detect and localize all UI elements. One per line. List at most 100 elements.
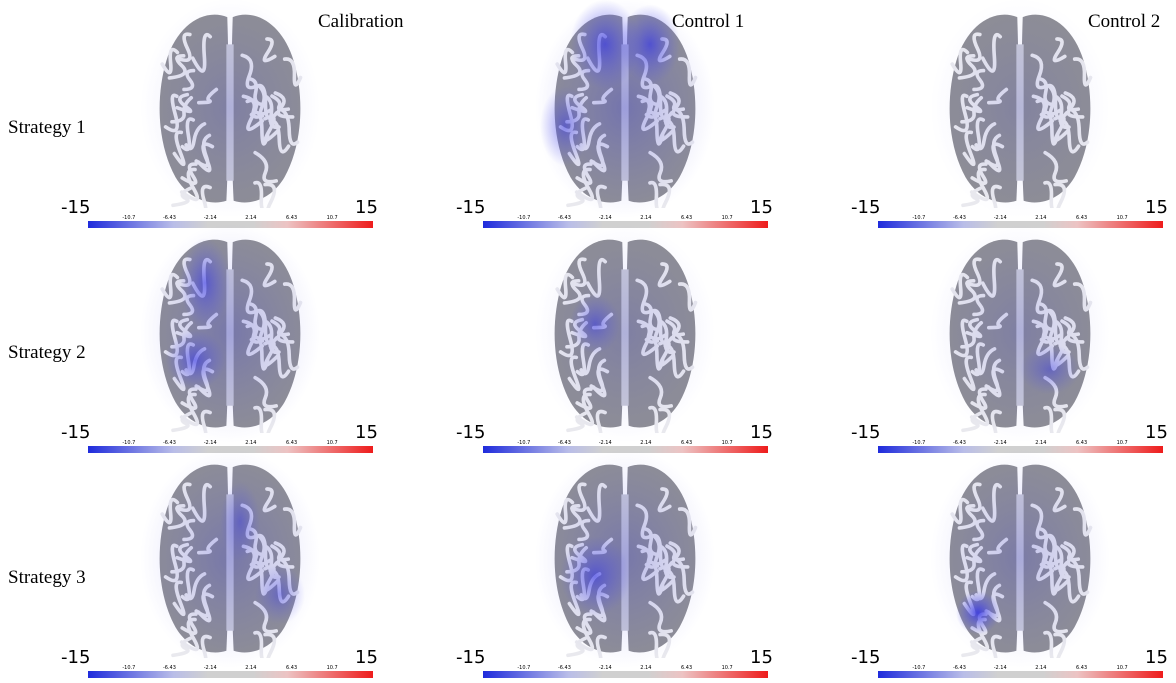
colorbar-tick: -2.14 [204, 440, 217, 446]
colorbar-tick: 10.7 [722, 440, 733, 446]
colorbar-tick: 10.7 [722, 215, 733, 221]
colorbar-tick: 6.43 [681, 215, 692, 221]
colorbar-tick: 10.7 [1117, 215, 1128, 221]
colorbar-tick: 2.14 [245, 440, 256, 446]
activation [535, 223, 715, 443]
colorbar-tick: -2.14 [204, 665, 217, 671]
colorbar-tick: 10.7 [1117, 440, 1128, 446]
colorbar-min: -15 [851, 647, 880, 668]
colorbar-tick: 10.7 [327, 215, 338, 221]
colorbar-tick: -6.43 [953, 440, 966, 446]
colorbar-min: -15 [456, 197, 485, 218]
colorbar-tick: -10.7 [912, 440, 925, 446]
colorbar-tick: -10.7 [122, 215, 135, 221]
colorbar-max: 15 [355, 647, 378, 668]
colorbar-tick: 6.43 [286, 440, 297, 446]
activation [930, 448, 1110, 668]
colorbar-tick: 6.43 [681, 665, 692, 671]
colorbar-tick: -2.14 [204, 215, 217, 221]
colorbar-tick: -6.43 [558, 215, 571, 221]
headers: Calibration Control 1 Control 2 Strategy 1 S… [8, 11, 1160, 588]
activation [140, 0, 320, 218]
colorbar-tick: 6.43 [1076, 440, 1087, 446]
colorbar-max: 15 [355, 422, 378, 443]
colorbar-tick: 2.14 [1035, 440, 1046, 446]
colorbar-tick: -2.14 [994, 440, 1007, 446]
colorbar-min: -15 [851, 197, 880, 218]
colorbar-tick: -2.14 [599, 215, 612, 221]
panels: -15 15 -10.7 -6.43 -2.14 2.14 6.43 10.7 -15 15 -10… [61, 0, 1168, 678]
activation [930, 0, 1110, 218]
activation [535, 448, 715, 668]
activation [140, 448, 320, 668]
row-title: Strategy 2 [8, 342, 86, 363]
colorbar-tick: 10.7 [327, 440, 338, 446]
brain-panel: -15 15 -10.7 -6.43 -2.14 2.14 6.43 10.7 [851, 223, 1168, 453]
colorbar-max: 15 [1145, 647, 1168, 668]
colorbar-tick: -10.7 [517, 215, 530, 221]
colorbar-tick: -10.7 [517, 665, 530, 671]
colorbar-tick: -6.43 [953, 665, 966, 671]
colorbar-tick: -10.7 [517, 440, 530, 446]
colorbar [878, 671, 1163, 678]
colorbar-tick: 2.14 [640, 440, 651, 446]
colorbar-tick: -10.7 [912, 215, 925, 221]
colorbar-tick: 6.43 [286, 215, 297, 221]
column-title: Control 2 [1088, 11, 1160, 32]
colorbar-tick: -2.14 [994, 665, 1007, 671]
row-title: Strategy 1 [8, 117, 86, 138]
colorbar-max: 15 [750, 422, 773, 443]
colorbar-max: 15 [750, 197, 773, 218]
colorbar-tick: 2.14 [640, 665, 651, 671]
brain-panel: -15 15 -10.7 -6.43 -2.14 2.14 6.43 10.7 [456, 223, 773, 453]
colorbar-tick: 10.7 [1117, 665, 1128, 671]
colorbar-tick: -6.43 [163, 665, 176, 671]
colorbar-tick: -2.14 [994, 215, 1007, 221]
colorbar-max: 15 [750, 647, 773, 668]
colorbar-min: -15 [456, 422, 485, 443]
colorbar-tick: 10.7 [722, 665, 733, 671]
colorbar-max: 15 [1145, 422, 1168, 443]
colorbar-tick: -6.43 [953, 215, 966, 221]
colorbar [483, 671, 768, 678]
colorbar-tick: -2.14 [599, 665, 612, 671]
colorbar-min: -15 [61, 647, 90, 668]
colorbar-tick: -10.7 [912, 665, 925, 671]
activation [140, 223, 320, 443]
colorbar-tick: 6.43 [1076, 665, 1087, 671]
row-title: Strategy 3 [8, 567, 86, 588]
colorbar-min: -15 [61, 197, 90, 218]
colorbar-tick: 6.43 [286, 665, 297, 671]
colorbar-tick: -10.7 [122, 665, 135, 671]
column-title: Calibration [318, 11, 404, 32]
brain-panel: -15 15 -10.7 -6.43 -2.14 2.14 6.43 10.7 [61, 223, 378, 453]
activation [930, 223, 1110, 443]
colorbar-min: -15 [61, 422, 90, 443]
activation [535, 0, 715, 218]
colorbar-tick: -6.43 [163, 215, 176, 221]
colorbar-tick: -6.43 [558, 440, 571, 446]
colorbar-tick: -10.7 [122, 440, 135, 446]
colorbar [88, 671, 373, 678]
colorbar-tick: -2.14 [599, 440, 612, 446]
brain-panel: -15 15 -10.7 -6.43 -2.14 2.14 6.43 10.7 [456, 0, 773, 228]
colorbar-tick: -6.43 [558, 665, 571, 671]
colorbar-tick: -6.43 [163, 440, 176, 446]
colorbar-tick: 6.43 [1076, 215, 1087, 221]
column-title: Control 1 [672, 11, 744, 32]
brain-panel: -15 15 -10.7 -6.43 -2.14 2.14 6.43 10.7 [851, 0, 1168, 228]
brain-panel: -15 15 -10.7 -6.43 -2.14 2.14 6.43 10.7 [61, 0, 378, 228]
brain-panel: -15 15 -10.7 -6.43 -2.14 2.14 6.43 10.7 [851, 448, 1168, 678]
colorbar-max: 15 [1145, 197, 1168, 218]
colorbar-min: -15 [851, 422, 880, 443]
colorbar-tick: 10.7 [327, 665, 338, 671]
colorbar-tick: 2.14 [245, 215, 256, 221]
colorbar-max: 15 [355, 197, 378, 218]
colorbar-tick: 2.14 [1035, 215, 1046, 221]
colorbar-tick: 2.14 [640, 215, 651, 221]
brain-panel: -15 15 -10.7 -6.43 -2.14 2.14 6.43 10.7 [61, 448, 378, 678]
brain-panel: -15 15 -10.7 -6.43 -2.14 2.14 6.43 10.7 [456, 448, 773, 678]
colorbar-min: -15 [456, 647, 485, 668]
